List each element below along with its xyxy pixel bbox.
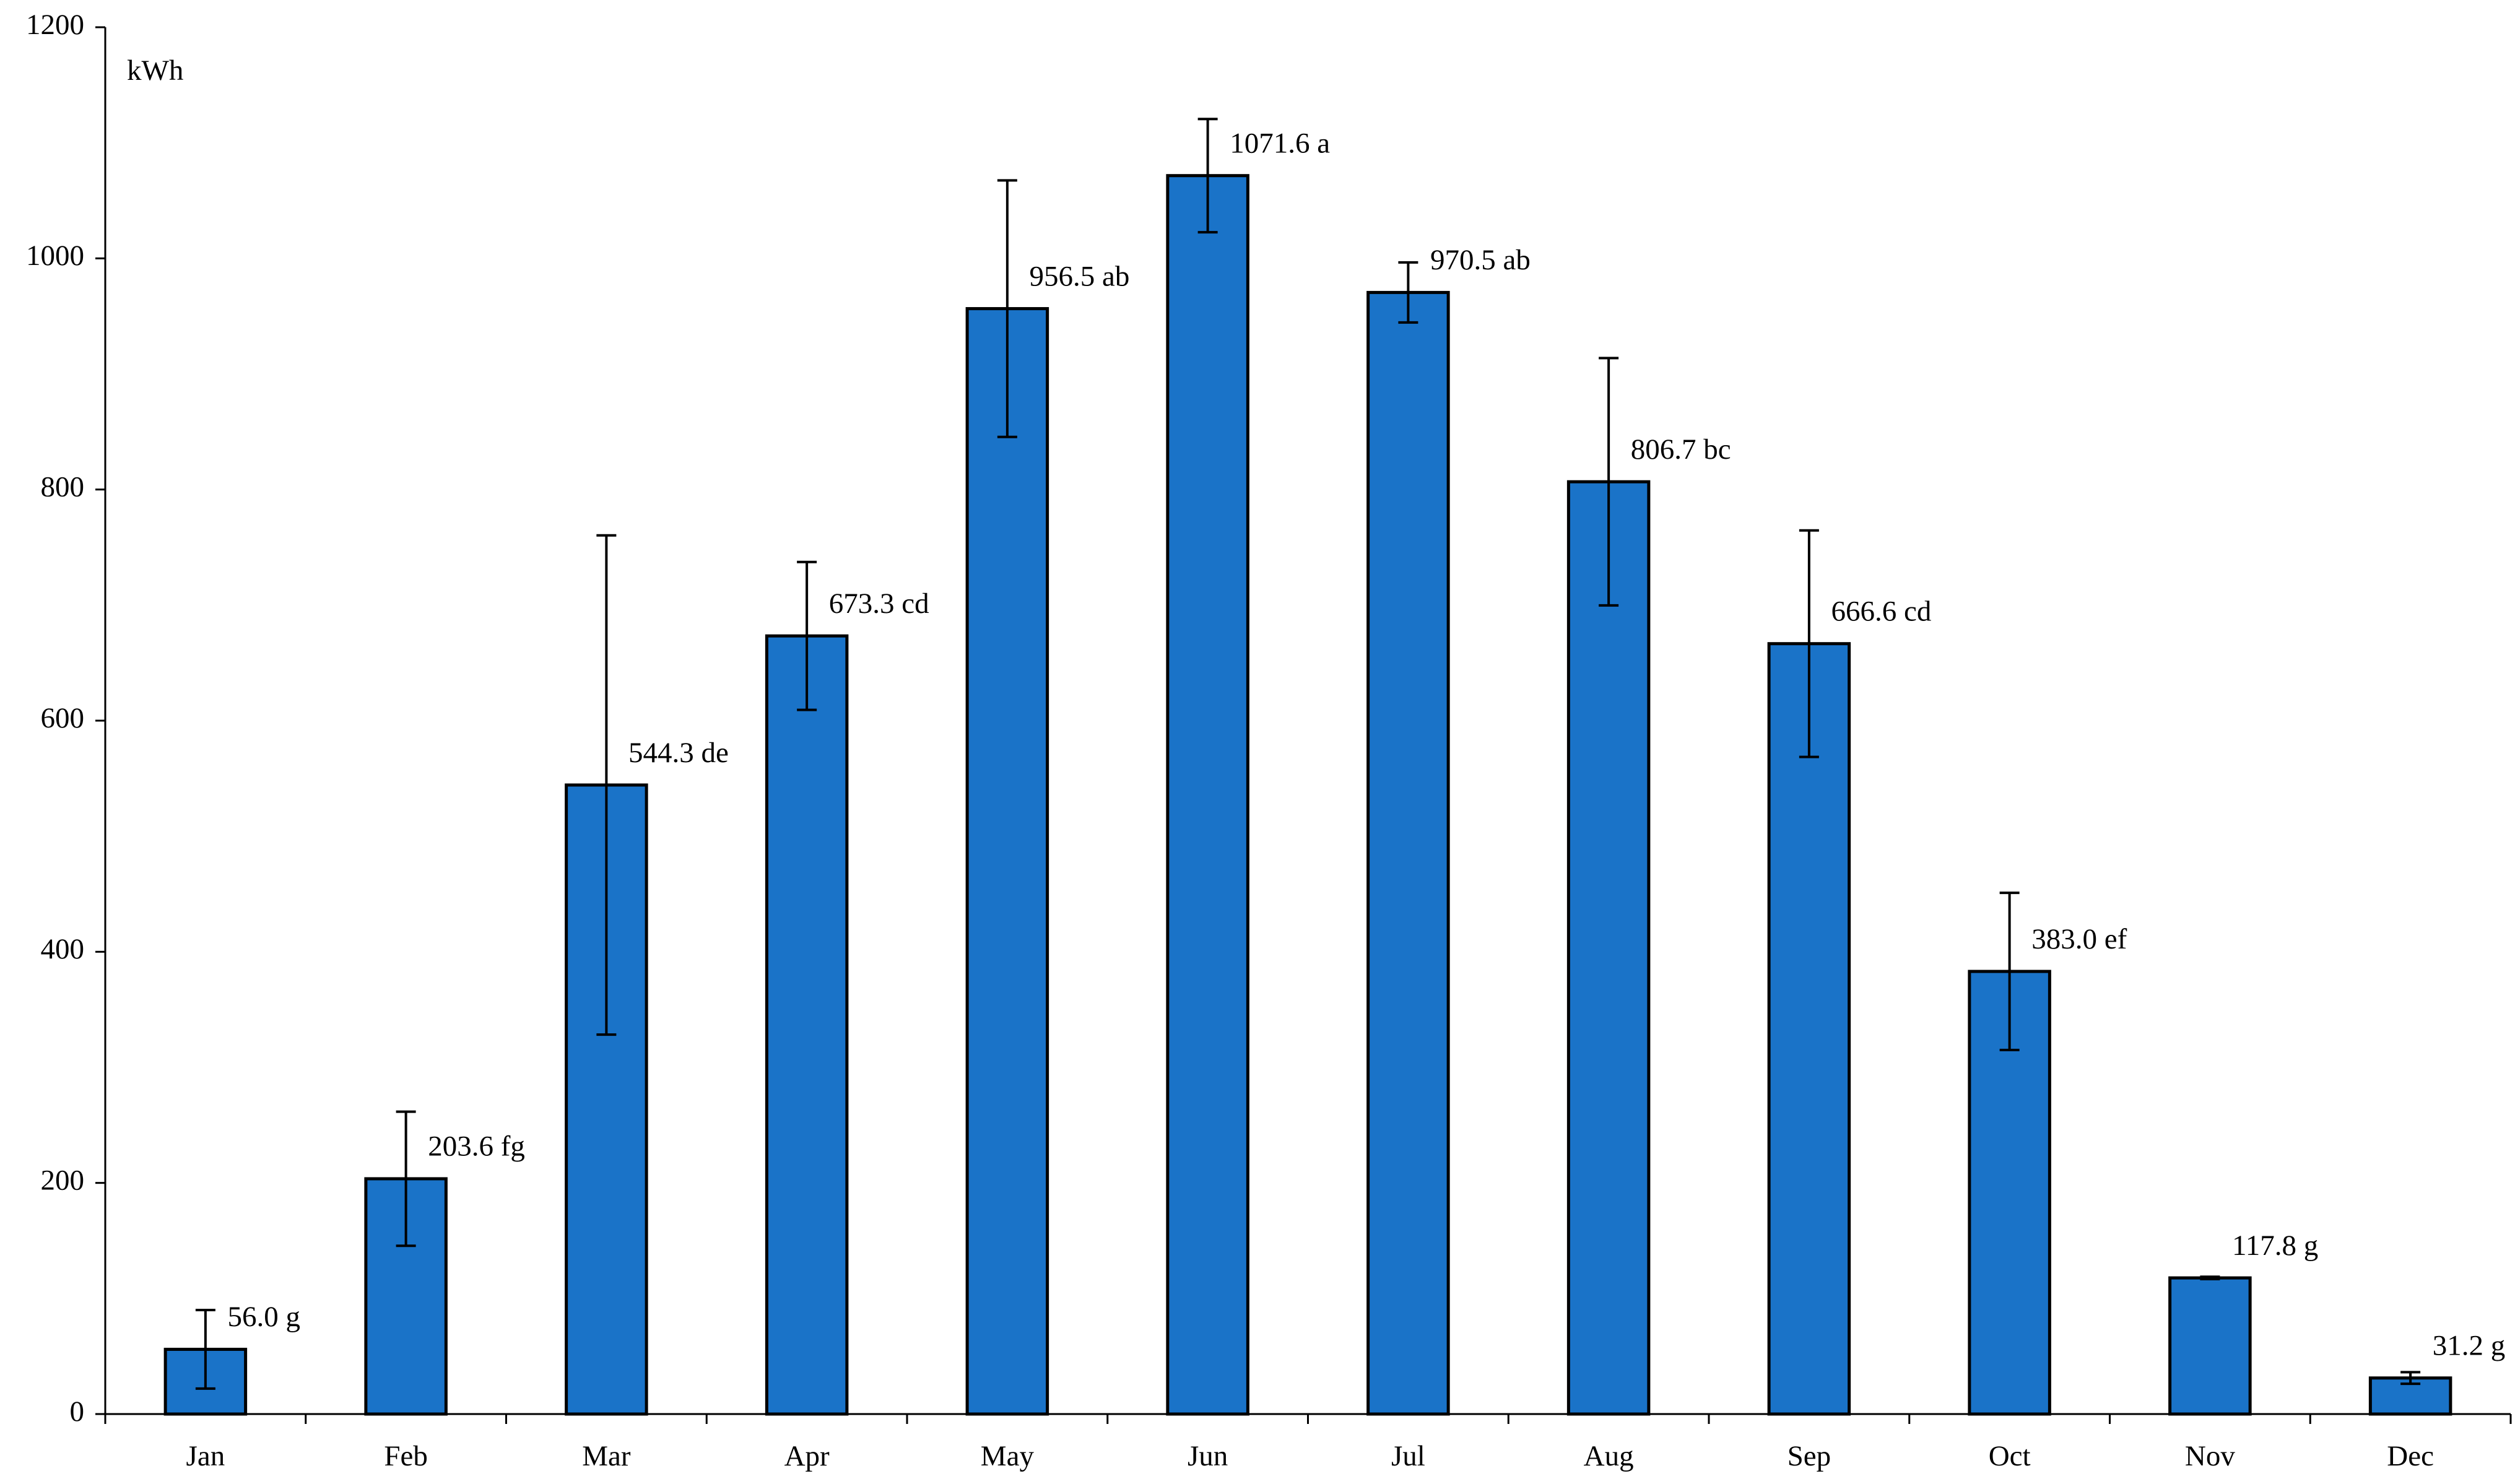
bar [1166, 174, 1249, 1416]
x-tick-label: May [981, 1440, 1035, 1472]
bar [2168, 1276, 2252, 1416]
bar [965, 307, 1049, 1416]
x-tick-label: Dec [2387, 1440, 2434, 1472]
y-tick-label: 800 [41, 471, 85, 503]
x-tick-label: Nov [2185, 1440, 2235, 1472]
bar [1366, 290, 1450, 1416]
data-label: 544.3 de [628, 737, 729, 769]
bar [1767, 642, 1851, 1416]
x-tick-label: Sep [1787, 1440, 1831, 1472]
x-tick-label: Mar [582, 1440, 631, 1472]
data-label: 666.6 cd [1831, 595, 1931, 627]
y-tick-label: 400 [41, 933, 85, 965]
y-tick-label: 600 [41, 702, 85, 734]
y-axis-label: kWh [127, 54, 183, 87]
x-tick-label: Aug [1584, 1440, 1634, 1472]
x-tick-label: Jul [1391, 1440, 1425, 1472]
bar [1566, 480, 1651, 1416]
x-tick-label: Oct [1989, 1440, 2031, 1472]
data-label: 203.6 fg [428, 1130, 525, 1163]
y-tick-label: 0 [70, 1395, 85, 1428]
x-tick-label: Apr [784, 1440, 830, 1472]
data-label: 383.0 ef [2031, 923, 2127, 955]
y-tick-label: 1200 [26, 9, 84, 41]
data-label: 806.7 bc [1631, 433, 1731, 466]
data-label: 117.8 g [2232, 1230, 2318, 1262]
data-label: 970.5 ab [1430, 244, 1531, 276]
data-label: 956.5 ab [1029, 260, 1129, 292]
data-label: 1071.6 a [1230, 127, 1330, 159]
y-tick-label: 200 [41, 1164, 85, 1196]
x-tick-label: Jan [186, 1440, 225, 1472]
bar [765, 634, 849, 1416]
y-tick-label: 1000 [26, 240, 84, 272]
data-label: 673.3 cd [829, 588, 929, 620]
data-label: 31.2 g [2433, 1330, 2506, 1362]
x-tick-label: Feb [384, 1440, 428, 1472]
data-label: 56.0 g [227, 1301, 300, 1333]
x-tick-label: Jun [1188, 1440, 1228, 1472]
